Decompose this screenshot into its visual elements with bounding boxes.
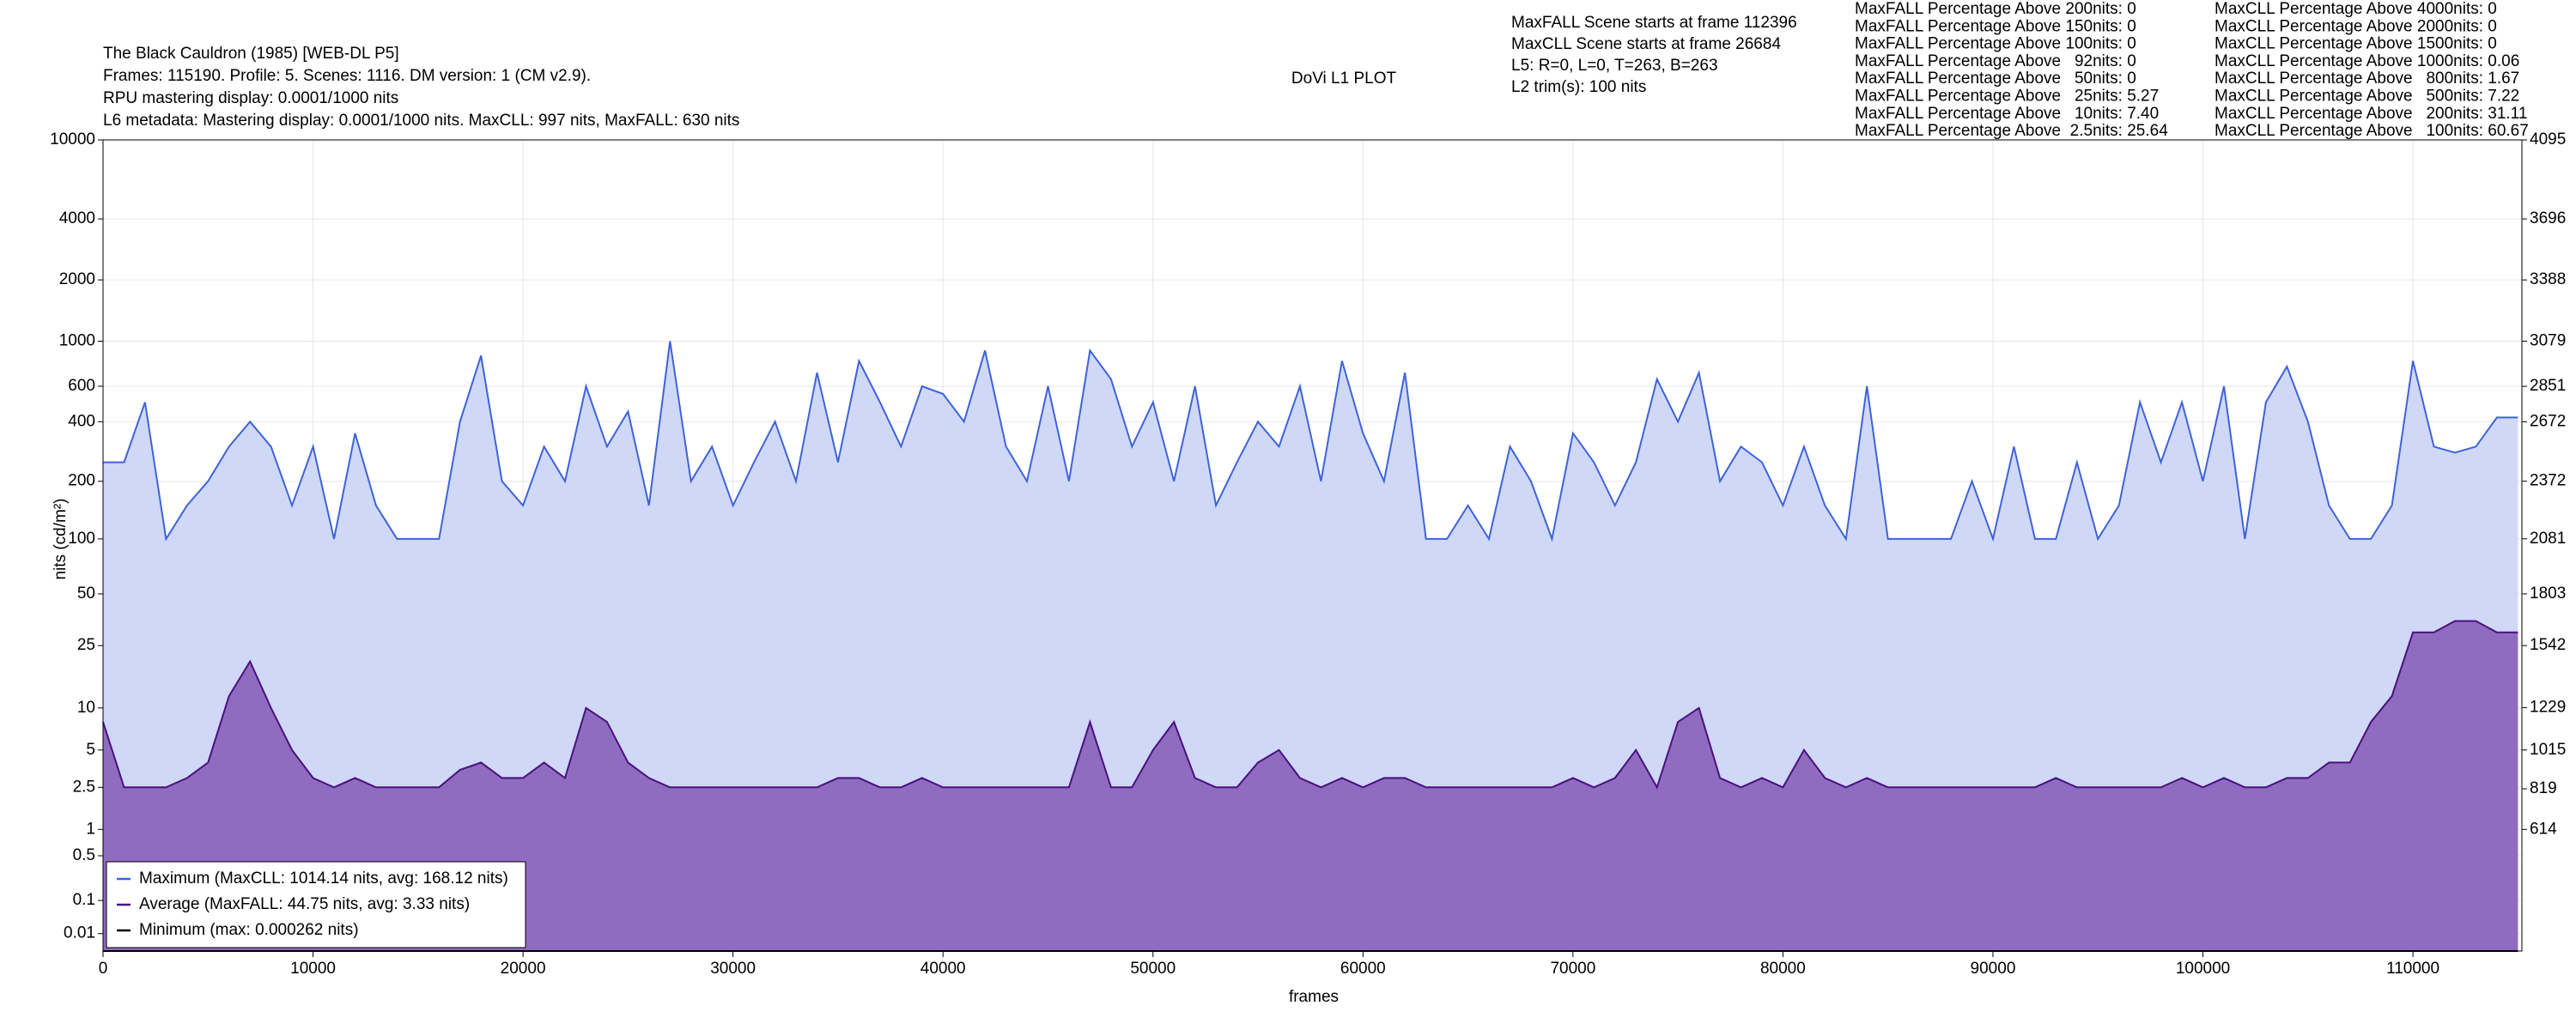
maxcll-stat: MaxCLL Percentage Above 1500nits: 0 bbox=[2215, 35, 2497, 53]
y-tick-label: 100 bbox=[68, 530, 95, 548]
maxfall-stat: MaxFALL Percentage Above 25nits: 5.27 bbox=[1855, 88, 2159, 106]
maxcll-stat: MaxCLL Percentage Above 1000nits: 0.06 bbox=[2215, 52, 2519, 70]
x-tick-label: 80000 bbox=[1760, 960, 1806, 978]
x-tick-label: 0 bbox=[99, 960, 108, 978]
x-tick-label: 40000 bbox=[920, 960, 966, 978]
y-tick-label: 4000 bbox=[59, 209, 95, 227]
maxcll-stat: MaxCLL Percentage Above 2000nits: 0 bbox=[2215, 17, 2497, 35]
info-line: The Black Cauldron (1985) [WEB-DL P5] bbox=[103, 45, 399, 63]
y-axis-label: nits (cd/m²) bbox=[52, 499, 70, 580]
y-tick-label: 25 bbox=[77, 636, 95, 654]
y2-tick-label: 2672 bbox=[2530, 412, 2566, 430]
x-tick-label: 30000 bbox=[710, 960, 756, 978]
x-tick-label: 70000 bbox=[1550, 960, 1595, 978]
y-tick-label: 1000 bbox=[59, 332, 95, 350]
y2-tick-label: 2851 bbox=[2530, 377, 2566, 395]
maxfall-stat: MaxFALL Percentage Above 2.5nits: 25.64 bbox=[1855, 122, 2168, 140]
maxcll-stat: MaxCLL Percentage Above 500nits: 7.22 bbox=[2215, 88, 2519, 106]
y-tick-label: 0.5 bbox=[73, 846, 95, 864]
maxfall-stat: MaxFALL Percentage Above 50nits: 0 bbox=[1855, 70, 2136, 88]
y2-tick-label: 1229 bbox=[2530, 698, 2566, 716]
y-tick-label: 50 bbox=[77, 585, 95, 603]
y-tick-label: 600 bbox=[68, 377, 95, 395]
y2-tick-label: 3388 bbox=[2530, 270, 2566, 288]
maxfall-stat: MaxFALL Percentage Above 150nits: 0 bbox=[1855, 17, 2136, 35]
scene-line: L2 trim(s): 100 nits bbox=[1511, 78, 1646, 96]
legend-box bbox=[106, 861, 526, 948]
line bbox=[103, 341, 2518, 542]
x-tick-label: 10000 bbox=[290, 960, 336, 978]
x-tick-label: 90000 bbox=[1971, 960, 2016, 978]
maxcll-stat: MaxCLL Percentage Above 200nits: 31.11 bbox=[2215, 105, 2527, 123]
info-line: Frames: 115190. Profile: 5. Scenes: 1116… bbox=[103, 67, 591, 85]
legend-label: Maximum (MaxCLL: 1014.14 nits, avg: 168.… bbox=[139, 869, 508, 888]
y2-tick-label: 1542 bbox=[2530, 636, 2566, 654]
maxcll-stat: MaxCLL Percentage Above 800nits: 1.67 bbox=[2215, 70, 2519, 88]
legend-label: Average (MaxFALL: 44.75 nits, avg: 3.33 … bbox=[139, 895, 470, 913]
maxfall-stat: MaxFALL Percentage Above 100nits: 0 bbox=[1855, 35, 2136, 53]
y-tick-label: 5 bbox=[86, 741, 95, 759]
line bbox=[102, 620, 2518, 790]
y-tick-label: 2.5 bbox=[73, 778, 95, 796]
y2-tick-label: 819 bbox=[2530, 779, 2557, 797]
maxfall-stat: MaxFALL Percentage Above 92nits: 0 bbox=[1855, 52, 2136, 70]
scene-line: MaxFALL Scene starts at frame 112396 bbox=[1511, 14, 1797, 32]
scene-line: MaxCLL Scene starts at frame 26684 bbox=[1511, 35, 1781, 53]
y2-tick-label: 3696 bbox=[2530, 209, 2566, 227]
y2-tick-label: 2081 bbox=[2530, 530, 2566, 548]
y2-tick-label: 4095 bbox=[2530, 130, 2566, 148]
maxfall-stat: MaxFALL Percentage Above 200nits: 0 bbox=[1855, 0, 2136, 18]
chart-title: DoVi L1 PLOT bbox=[1291, 70, 1397, 88]
x-tick-label: 20000 bbox=[501, 960, 546, 978]
maxfall-stat: MaxFALL Percentage Above 10nits: 7.40 bbox=[1855, 105, 2159, 123]
x-axis-label: frames bbox=[1289, 988, 1339, 1006]
maxcll-stat: MaxCLL Percentage Above 100nits: 60.67 bbox=[2215, 122, 2529, 140]
y2-tick-label: 614 bbox=[2530, 820, 2557, 838]
y-tick-label: 2000 bbox=[59, 270, 95, 288]
x-tick-label: 100000 bbox=[2176, 960, 2230, 978]
y-tick-label: 10 bbox=[77, 699, 95, 717]
plot-frame bbox=[102, 139, 2523, 952]
y2-tick-label: 1803 bbox=[2530, 585, 2566, 603]
y2-tick-label: 3079 bbox=[2530, 331, 2566, 349]
info-line: RPU mastering display: 0.0001/1000 nits bbox=[103, 89, 398, 107]
x-tick-label: 60000 bbox=[1340, 960, 1386, 978]
y2-tick-label: 2372 bbox=[2530, 472, 2566, 490]
y2-tick-label: 1015 bbox=[2530, 741, 2566, 759]
y-tick-label: 200 bbox=[68, 472, 95, 490]
area bbox=[103, 621, 2518, 951]
y-tick-label: 400 bbox=[68, 412, 95, 430]
maxcll-stat: MaxCLL Percentage Above 4000nits: 0 bbox=[2215, 0, 2497, 18]
legend-label: Minimum (max: 0.000262 nits) bbox=[139, 921, 359, 939]
y-tick-label: 0.1 bbox=[73, 891, 95, 909]
x-tick-label: 110000 bbox=[2386, 960, 2439, 978]
info-line: L6 metadata: Mastering display: 0.0001/1… bbox=[103, 112, 739, 130]
y-tick-label: 0.01 bbox=[64, 924, 95, 942]
y-tick-label: 10000 bbox=[50, 130, 95, 148]
x-tick-label: 50000 bbox=[1130, 960, 1176, 978]
y-tick-label: 1 bbox=[86, 820, 95, 838]
scene-line: L5: R=0, L=0, T=263, B=263 bbox=[1511, 57, 1718, 75]
